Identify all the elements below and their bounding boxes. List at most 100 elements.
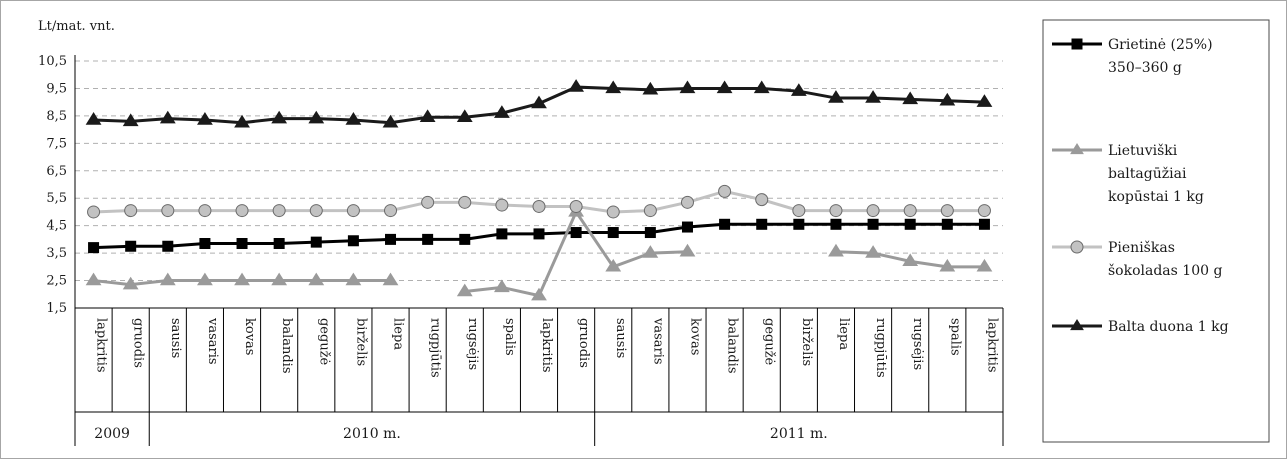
x-category-label: rugsėjis: [465, 318, 480, 370]
year-label: 2009: [94, 426, 130, 442]
data-point: [88, 206, 100, 218]
data-point: [644, 205, 656, 217]
data-point: [162, 205, 174, 217]
data-point: [87, 113, 101, 124]
data-point: [868, 219, 878, 229]
data-point: [720, 219, 730, 229]
x-category-label: birželis: [353, 318, 368, 366]
legend-label: Lietuviški: [1108, 142, 1178, 159]
x-category-label: sausis: [168, 318, 183, 358]
data-point: [682, 222, 692, 232]
legend-label: Pieniškas: [1108, 239, 1175, 256]
data-point: [533, 200, 545, 212]
data-point: [89, 243, 99, 253]
data-point: [978, 205, 990, 217]
data-point: [867, 205, 879, 217]
x-category-label: kovas: [687, 318, 702, 355]
y-tick-label: 5,5: [46, 191, 67, 206]
data-point: [756, 194, 768, 206]
y-tick-labels: 1,5 2,5 3,5 4,5 5,5 6,5 7,5 8,5 9,5 10,5: [38, 54, 67, 316]
x-category-label: rugpjūtis: [428, 318, 443, 378]
data-point: [570, 200, 582, 212]
y-tick-label: 7,5: [46, 136, 67, 151]
y-tick-label: 8,5: [46, 109, 67, 124]
x-category-label: gegužė: [762, 318, 777, 366]
year-label: 2010 m.: [343, 426, 401, 442]
data-point: [422, 196, 434, 208]
x-category-label: rugpjūtis: [873, 318, 888, 378]
data-point: [607, 206, 619, 218]
legend-label: kopūstai 1 kg: [1108, 189, 1204, 205]
data-point: [274, 239, 284, 249]
y-tick-label: 3,5: [46, 246, 67, 261]
series-3: [87, 80, 992, 127]
data-point: [87, 274, 101, 285]
data-point: [569, 80, 583, 91]
x-category-label: vasaris: [205, 317, 220, 365]
data-point: [905, 219, 915, 229]
x-category-label: gegužė: [316, 318, 331, 366]
legend-marker: [1071, 241, 1083, 253]
x-category-label: liepa: [836, 318, 851, 350]
data-point: [794, 219, 804, 229]
x-category-label: balandis: [279, 318, 294, 374]
x-category-labels: lapkritis gruodis sausis vasaris kovas baland…: [94, 317, 1000, 378]
data-point: [942, 219, 952, 229]
y-tick-label: 1,5: [46, 301, 67, 316]
y-axis-label: Lt/mat. vnt.: [38, 19, 115, 34]
series-layer: [87, 80, 992, 300]
x-category-label: gruodis: [131, 318, 146, 368]
data-point: [347, 205, 359, 217]
data-point: [979, 219, 989, 229]
x-category-label: gruodis: [576, 318, 591, 368]
data-point: [793, 205, 805, 217]
data-point: [423, 234, 433, 244]
x-category-label: sausis: [613, 318, 628, 358]
legend-label: 350–360 g: [1108, 60, 1182, 76]
year-label: 2011 m.: [770, 426, 828, 442]
data-point: [904, 205, 916, 217]
y-tick-label: 4,5: [46, 219, 67, 234]
legend-label: Grietinė (25%): [1108, 37, 1213, 53]
x-category-label: balandis: [725, 318, 740, 374]
axes: [75, 55, 1003, 446]
data-point: [534, 229, 544, 239]
data-point: [273, 205, 285, 217]
legend-label: Balta duona 1 kg: [1108, 319, 1229, 335]
data-point: [497, 229, 507, 239]
y-tick-label: 9,5: [46, 81, 67, 96]
y-tick-label: 2,5: [46, 274, 67, 289]
x-category-label: lapkritis: [539, 318, 554, 373]
data-point: [719, 185, 731, 197]
data-point: [608, 228, 618, 238]
data-point: [941, 205, 953, 217]
data-point: [348, 236, 358, 246]
data-point: [237, 239, 247, 249]
x-category-label: vasaris: [650, 317, 665, 365]
legend-marker: [1072, 39, 1082, 49]
x-category-label: lapkritis: [984, 318, 999, 373]
data-point: [385, 205, 397, 217]
data-point: [386, 234, 396, 244]
legend-label: šokoladas 100 g: [1108, 262, 1222, 279]
y-tick-label: 6,5: [46, 164, 67, 179]
data-point: [199, 205, 211, 217]
data-point: [311, 237, 321, 247]
x-category-label: spalis: [502, 318, 517, 356]
data-point: [495, 280, 509, 291]
data-point: [680, 245, 694, 256]
x-category-label: birželis: [799, 318, 814, 366]
data-point: [645, 228, 655, 238]
data-point: [829, 245, 843, 256]
data-point: [161, 112, 175, 123]
legend-label: baltagūžiai: [1108, 166, 1187, 182]
legend-box: [1043, 20, 1269, 442]
data-point: [163, 241, 173, 251]
series-2: [88, 185, 991, 218]
series-0: [89, 219, 990, 252]
data-point: [831, 219, 841, 229]
data-point: [460, 234, 470, 244]
y-tick-label: 10,5: [38, 54, 67, 69]
data-point: [125, 205, 137, 217]
